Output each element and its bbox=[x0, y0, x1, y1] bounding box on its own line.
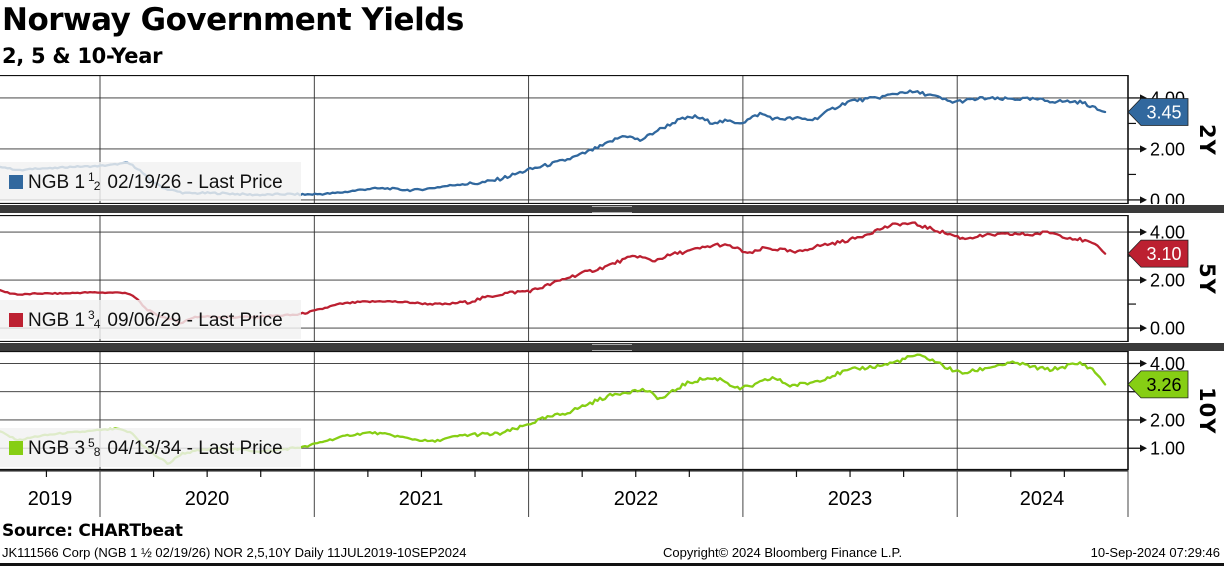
legend-label-10y: NGB 3 58 04/13/34 - Last Price bbox=[28, 435, 283, 459]
page-subtitle: 2, 5 & 10-Year bbox=[2, 44, 163, 68]
page-title: Norway Government Yields bbox=[2, 2, 464, 38]
footer-copyright: Copyright© 2024 Bloomberg Finance L.P. bbox=[663, 545, 903, 560]
axis-label-5y: 5Y bbox=[1195, 262, 1219, 295]
svg-text:1.00: 1.00 bbox=[1150, 439, 1185, 459]
svg-text:0.00: 0.00 bbox=[1150, 319, 1185, 339]
legend-5y[interactable]: NGB 1 34 09/06/29 - Last Price bbox=[0, 300, 301, 339]
x-tick-2019: 2019 bbox=[27, 488, 73, 510]
svg-text:4.00: 4.00 bbox=[1150, 223, 1185, 243]
svg-text:3.10: 3.10 bbox=[1146, 244, 1181, 264]
divider-drag-handle-icon[interactable] bbox=[592, 206, 632, 213]
legend-label-5y: NGB 1 34 09/06/29 - Last Price bbox=[28, 307, 283, 331]
svg-text:3.26: 3.26 bbox=[1146, 375, 1181, 395]
legend-label-2y: NGB 1 12 02/19/26 - Last Price bbox=[28, 169, 283, 193]
svg-text:3.45: 3.45 bbox=[1146, 102, 1181, 122]
footer-bar: JK111566 Corp (NGB 1 ½ 02/19/26) NOR 2,5… bbox=[0, 545, 1224, 563]
svg-text:0.00: 0.00 bbox=[1150, 190, 1185, 204]
x-axis-canvas bbox=[0, 470, 1129, 517]
divider-drag-handle-icon[interactable] bbox=[592, 344, 632, 351]
yield-panel-5y[interactable]: 0.00 2.00 4.00 3.10 NGB 1 34 09/06/29 - Last … bbox=[0, 215, 1224, 342]
panel-divider-1[interactable] bbox=[0, 205, 1224, 213]
footer-timestamp: 10-Sep-2024 07:29:46 bbox=[1090, 545, 1220, 560]
svg-text:4.00: 4.00 bbox=[1150, 354, 1185, 374]
x-tick-2020: 2020 bbox=[184, 488, 230, 510]
x-tick-2024: 2024 bbox=[1019, 488, 1065, 510]
x-tick-2023: 2023 bbox=[827, 488, 873, 510]
axis-label-2y: 2Y bbox=[1195, 123, 1219, 156]
source-credit: Source: CHARTbeat bbox=[2, 521, 183, 541]
x-tick-2022: 2022 bbox=[613, 488, 659, 510]
svg-text:2.00: 2.00 bbox=[1150, 271, 1185, 291]
x-tick-2021: 2021 bbox=[398, 488, 444, 510]
legend-10y[interactable]: NGB 3 58 04/13/34 - Last Price bbox=[0, 428, 301, 467]
x-axis: 2019 2020 2021 2022 2023 2024 bbox=[0, 470, 1224, 520]
legend-swatch-2y bbox=[9, 174, 23, 189]
axis-label-10y: 10Y bbox=[1195, 386, 1219, 435]
legend-swatch-5y bbox=[9, 312, 23, 327]
footer-security-info: JK111566 Corp (NGB 1 ½ 02/19/26) NOR 2,5… bbox=[2, 545, 467, 560]
legend-2y[interactable]: NGB 1 12 02/19/26 - Last Price bbox=[0, 162, 301, 201]
svg-text:2.00: 2.00 bbox=[1150, 410, 1185, 430]
bottom-border bbox=[0, 563, 1224, 566]
panel-divider-2[interactable] bbox=[0, 343, 1224, 351]
svg-text:2.00: 2.00 bbox=[1150, 139, 1185, 159]
legend-swatch-10y bbox=[9, 440, 23, 455]
